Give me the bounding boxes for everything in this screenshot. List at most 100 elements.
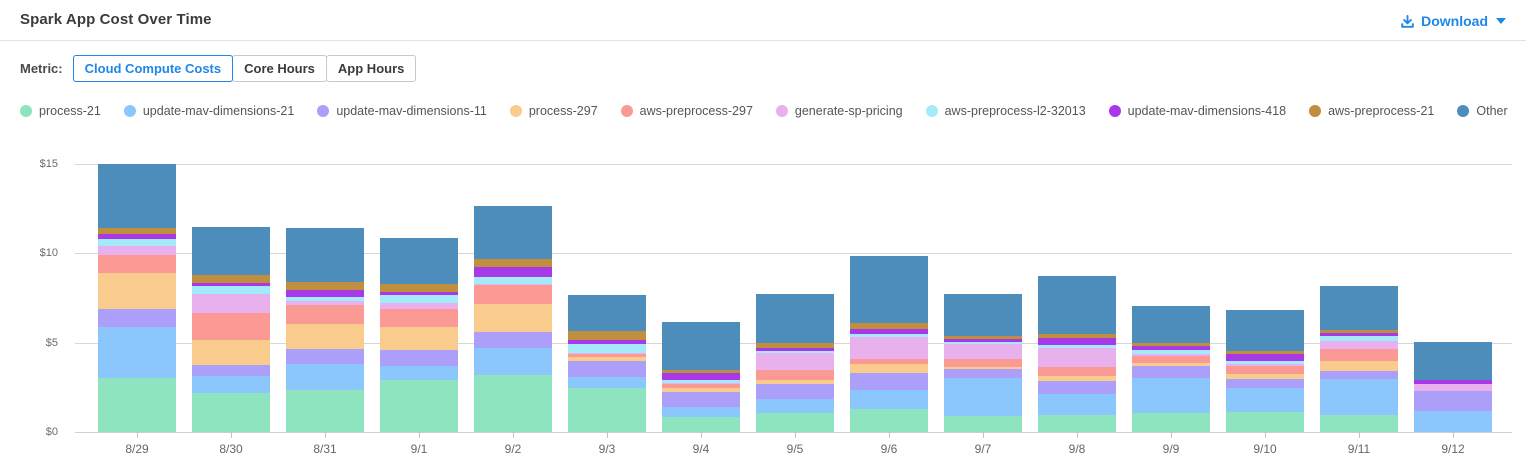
bar-segment-9-10-other[interactable]	[1226, 310, 1304, 351]
bar-segment-9-12-update-mav-dimensions-11[interactable]	[1414, 391, 1492, 411]
bar-segment-9-9-generate-sp-pricing[interactable]	[1132, 354, 1210, 356]
bar-segment-9-4-update-mav-dimensions-21[interactable]	[662, 407, 740, 417]
bar-segment-8-30-update-mav-dimensions-11[interactable]	[192, 365, 270, 376]
bar-segment-8-30-aws-preprocess-21[interactable]	[192, 275, 270, 283]
legend-item-aws-preprocess-l2-32013[interactable]: aws-preprocess-l2-32013	[925, 104, 1086, 118]
bar-segment-9-9-process-21[interactable]	[1132, 413, 1210, 432]
bar-segment-9-2-process-21[interactable]	[474, 375, 552, 432]
bar-segment-9-2-update-mav-dimensions-11[interactable]	[474, 332, 552, 348]
legend-item-generate-sp-pricing[interactable]: generate-sp-pricing	[775, 104, 903, 118]
bar-segment-9-4-generate-sp-pricing[interactable]	[662, 383, 740, 384]
bar-segment-8-29-process-21[interactable]	[98, 378, 176, 432]
bar-segment-8-31-other[interactable]	[286, 228, 364, 282]
bar-segment-8-29-process-297[interactable]	[98, 273, 176, 309]
legend-item-update-mav-dimensions-418[interactable]: update-mav-dimensions-418	[1108, 104, 1286, 118]
bar-segment-9-1-aws-preprocess-l2-32013[interactable]	[380, 295, 458, 303]
bar-segment-9-2-process-297[interactable]	[474, 304, 552, 332]
legend-item-aws-preprocess-21[interactable]: aws-preprocess-21	[1309, 104, 1434, 118]
bar-segment-9-10-update-mav-dimensions-418[interactable]	[1226, 354, 1304, 361]
legend-item-update-mav-dimensions-11[interactable]: update-mav-dimensions-11	[317, 104, 487, 118]
bar-segment-8-30-process-297[interactable]	[192, 340, 270, 365]
bar-segment-9-8-update-mav-dimensions-418[interactable]	[1038, 338, 1116, 345]
bar-segment-9-4-process-297[interactable]	[662, 388, 740, 392]
bar-segment-9-6-generate-sp-pricing[interactable]	[850, 337, 928, 359]
bar-segment-9-4-update-mav-dimensions-418[interactable]	[662, 373, 740, 380]
bar-segment-9-1-aws-preprocess-297[interactable]	[380, 309, 458, 327]
bar-segment-9-8-aws-preprocess-297[interactable]	[1038, 367, 1116, 376]
bar-segment-9-5-aws-preprocess-297[interactable]	[756, 370, 834, 380]
legend-item-aws-preprocess-297[interactable]: aws-preprocess-297	[620, 104, 753, 118]
bar-segment-9-1-process-21[interactable]	[380, 380, 458, 432]
bar-segment-9-7-aws-preprocess-297[interactable]	[944, 359, 1022, 367]
bar-segment-9-5-aws-preprocess-21[interactable]	[756, 343, 834, 348]
bar-segment-9-4-aws-preprocess-l2-32013[interactable]	[662, 380, 740, 383]
bar-segment-8-31-aws-preprocess-21[interactable]	[286, 282, 364, 290]
bar-segment-8-29-update-mav-dimensions-418[interactable]	[98, 234, 176, 239]
bar-segment-9-8-update-mav-dimensions-21[interactable]	[1038, 394, 1116, 415]
bar-segment-8-30-update-mav-dimensions-418[interactable]	[192, 283, 270, 286]
bar-segment-9-8-generate-sp-pricing[interactable]	[1038, 348, 1116, 367]
bar-segment-9-5-update-mav-dimensions-21[interactable]	[756, 399, 834, 413]
bar-segment-9-11-process-297[interactable]	[1320, 361, 1398, 371]
bar-segment-9-9-aws-preprocess-l2-32013[interactable]	[1132, 350, 1210, 354]
bar-segment-8-31-aws-preprocess-297[interactable]	[286, 305, 364, 324]
bar-segment-9-3-update-mav-dimensions-21[interactable]	[568, 377, 646, 388]
bar-segment-9-3-aws-preprocess-21[interactable]	[568, 331, 646, 340]
bar-segment-9-5-process-297[interactable]	[756, 380, 834, 384]
bar-segment-9-10-generate-sp-pricing[interactable]	[1226, 364, 1304, 366]
bar-segment-9-7-aws-preprocess-l2-32013[interactable]	[944, 342, 1022, 344]
bar-segment-9-12-update-mav-dimensions-418[interactable]	[1414, 380, 1492, 384]
bar-segment-9-6-aws-preprocess-21[interactable]	[850, 323, 928, 329]
bar-segment-8-29-aws-preprocess-21[interactable]	[98, 228, 176, 234]
bar-segment-9-12-generate-sp-pricing[interactable]	[1414, 384, 1492, 391]
bar-segment-9-4-aws-preprocess-297[interactable]	[662, 384, 740, 388]
legend-item-update-mav-dimensions-21[interactable]: update-mav-dimensions-21	[123, 104, 294, 118]
bar-segment-9-11-aws-preprocess-297[interactable]	[1320, 349, 1398, 361]
bar-segment-8-30-update-mav-dimensions-21[interactable]	[192, 376, 270, 393]
bar-segment-9-12-other[interactable]	[1414, 342, 1492, 380]
bar-segment-9-11-update-mav-dimensions-21[interactable]	[1320, 379, 1398, 415]
bar-segment-9-8-update-mav-dimensions-11[interactable]	[1038, 381, 1116, 394]
bar-segment-8-31-process-297[interactable]	[286, 324, 364, 349]
metric-tab-cloud-compute-costs[interactable]: Cloud Compute Costs	[72, 55, 234, 82]
bar-segment-8-31-generate-sp-pricing[interactable]	[286, 301, 364, 305]
bar-segment-9-3-process-297[interactable]	[568, 357, 646, 361]
bar-segment-9-7-update-mav-dimensions-21[interactable]	[944, 378, 1022, 416]
bar-segment-9-11-update-mav-dimensions-418[interactable]	[1320, 333, 1398, 336]
bar-segment-9-7-update-mav-dimensions-418[interactable]	[944, 339, 1022, 342]
bar-segment-9-10-aws-preprocess-21[interactable]	[1226, 351, 1304, 354]
bar-segment-8-29-update-mav-dimensions-11[interactable]	[98, 309, 176, 327]
bar-segment-9-2-aws-preprocess-297[interactable]	[474, 285, 552, 304]
bar-segment-8-30-process-21[interactable]	[192, 393, 270, 432]
bar-segment-9-11-generate-sp-pricing[interactable]	[1320, 341, 1398, 349]
bar-segment-9-11-aws-preprocess-21[interactable]	[1320, 330, 1398, 333]
bar-segment-9-1-generate-sp-pricing[interactable]	[380, 303, 458, 309]
bar-segment-9-2-generate-sp-pricing[interactable]	[474, 284, 552, 285]
bar-segment-9-2-aws-preprocess-l2-32013[interactable]	[474, 277, 552, 284]
bar-segment-9-7-other[interactable]	[944, 294, 1022, 336]
bar-segment-9-1-aws-preprocess-21[interactable]	[380, 284, 458, 292]
metric-tab-core-hours[interactable]: Core Hours	[232, 55, 327, 82]
bar-segment-9-12-update-mav-dimensions-21[interactable]	[1414, 411, 1492, 432]
bar-segment-9-5-aws-preprocess-l2-32013[interactable]	[756, 351, 834, 353]
bar-segment-9-6-update-mav-dimensions-11[interactable]	[850, 373, 928, 390]
bar-segment-9-9-update-mav-dimensions-418[interactable]	[1132, 346, 1210, 350]
bar-segment-9-8-other[interactable]	[1038, 276, 1116, 334]
bar-segment-9-3-generate-sp-pricing[interactable]	[568, 353, 646, 354]
bar-segment-9-4-update-mav-dimensions-11[interactable]	[662, 392, 740, 407]
bar-segment-9-7-process-297[interactable]	[944, 367, 1022, 369]
bar-segment-8-29-other[interactable]	[98, 164, 176, 228]
bar-segment-9-8-process-297[interactable]	[1038, 376, 1116, 381]
bar-segment-8-29-aws-preprocess-297[interactable]	[98, 255, 176, 273]
legend-item-process-21[interactable]: process-21	[20, 104, 101, 118]
metric-tab-app-hours[interactable]: App Hours	[325, 55, 417, 82]
bar-segment-9-9-update-mav-dimensions-21[interactable]	[1132, 378, 1210, 413]
bar-segment-9-11-aws-preprocess-l2-32013[interactable]	[1320, 336, 1398, 341]
bar-segment-8-29-aws-preprocess-l2-32013[interactable]	[98, 239, 176, 246]
bar-segment-9-2-update-mav-dimensions-418[interactable]	[474, 267, 552, 277]
bar-segment-9-3-aws-preprocess-l2-32013[interactable]	[568, 344, 646, 353]
bar-segment-9-11-process-21[interactable]	[1320, 415, 1398, 432]
bar-segment-9-5-process-21[interactable]	[756, 413, 834, 432]
bar-segment-9-5-other[interactable]	[756, 294, 834, 343]
bar-segment-8-30-generate-sp-pricing[interactable]	[192, 294, 270, 313]
